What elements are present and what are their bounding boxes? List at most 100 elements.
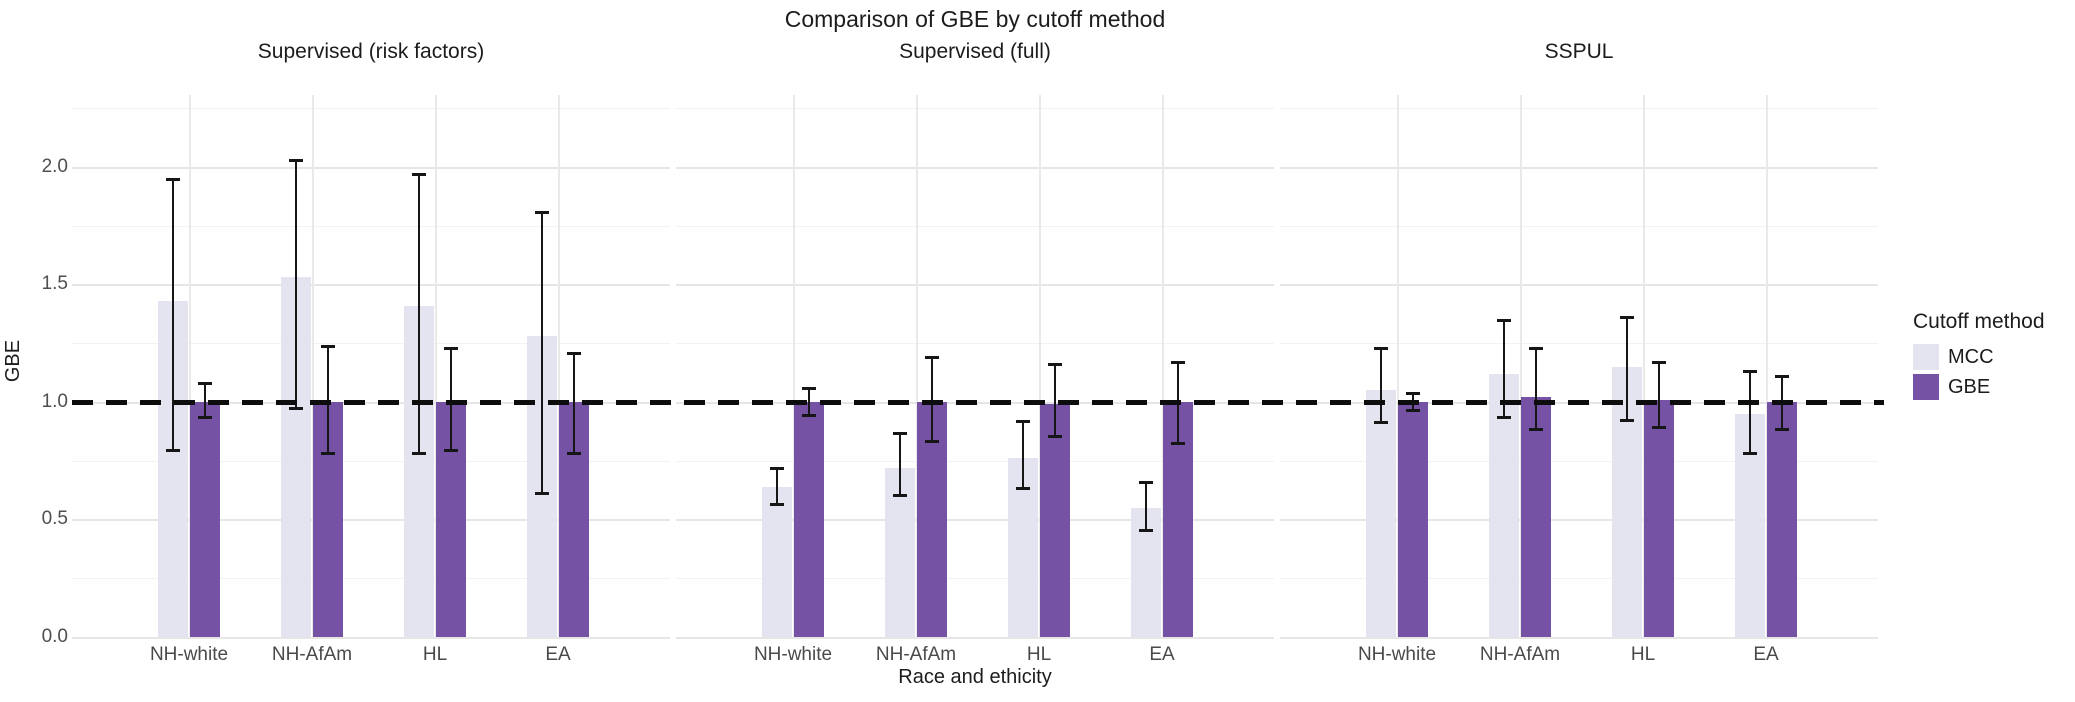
- vertical-gridline: [435, 95, 437, 637]
- error-bar-cap-top: [1374, 346, 1388, 350]
- error-bar-cap-top: [1016, 419, 1030, 423]
- error-bar-cap-top: [1048, 363, 1062, 367]
- legend: Cutoff method MCC GBE: [1913, 310, 2045, 404]
- vertical-gridline: [189, 95, 191, 637]
- major-gridline: [1280, 519, 1878, 522]
- vertical-gridline: [1397, 95, 1399, 637]
- category-label: HL: [1630, 644, 1656, 665]
- minor-gridline: [72, 460, 670, 462]
- error-bar-cap-top: [1743, 370, 1757, 374]
- error-bar-line: [899, 432, 901, 496]
- minor-gridline: [676, 108, 1274, 110]
- error-bar-line: [450, 347, 452, 452]
- category-label: NH-white: [753, 644, 833, 665]
- minor-gridline: [72, 578, 670, 580]
- error-bar-line: [1022, 420, 1024, 489]
- panel-plot: [1280, 95, 1878, 639]
- panel-title: SSPUL: [1544, 40, 1614, 63]
- y-tick-label: 1.0: [41, 390, 68, 412]
- error-bar-line: [172, 178, 174, 452]
- vertical-gridline: [1039, 95, 1041, 637]
- vertical-gridline: [1162, 95, 1164, 637]
- error-bar-cap-top: [289, 158, 303, 162]
- vertical-gridline: [312, 95, 314, 637]
- error-bar-cap-bottom: [1529, 428, 1543, 432]
- category-label: NH-AfAm: [271, 644, 353, 665]
- category-label: HL: [422, 644, 448, 665]
- panel-plot: [676, 95, 1274, 639]
- error-bar-cap-bottom: [1048, 435, 1062, 439]
- error-bar-cap-bottom: [770, 503, 784, 507]
- error-bar-cap-top: [444, 346, 458, 350]
- minor-gridline: [1280, 578, 1878, 580]
- major-gridline: [676, 166, 1274, 169]
- error-bar-cap-top: [893, 431, 907, 435]
- x-axis-title: Race and ethicity: [898, 666, 1052, 688]
- error-bar-cap-top: [1529, 346, 1543, 350]
- vertical-gridline: [793, 95, 795, 637]
- error-bar-line: [541, 211, 543, 494]
- error-bar-cap-bottom: [1406, 409, 1420, 413]
- error-bar-cap-bottom: [1743, 451, 1757, 455]
- error-bar-line: [1503, 319, 1505, 419]
- y-tick-label: 1.5: [41, 273, 68, 295]
- error-bar-cap-top: [1406, 391, 1420, 395]
- error-bar-cap-bottom: [1374, 421, 1388, 425]
- major-gridline: [676, 284, 1274, 287]
- major-gridline: [676, 519, 1274, 522]
- major-gridline: [1280, 284, 1878, 287]
- category-label: NH-AfAm: [875, 644, 957, 665]
- legend-item-mcc: MCC: [1913, 344, 2045, 370]
- vertical-gridline: [1520, 95, 1522, 637]
- error-bar-cap-top: [1620, 316, 1634, 320]
- bar-mcc: [1366, 390, 1396, 637]
- bar-gbe: [794, 401, 824, 637]
- error-bar-cap-top: [535, 210, 549, 214]
- major-gridline: [72, 284, 670, 287]
- category-label: HL: [1026, 644, 1052, 665]
- error-bar-cap-bottom: [1016, 486, 1030, 490]
- error-bar-cap-top: [1775, 375, 1789, 379]
- minor-gridline: [676, 460, 1274, 462]
- category-label: NH-white: [1357, 644, 1437, 665]
- error-bar-cap-bottom: [198, 416, 212, 420]
- major-gridline: [72, 166, 670, 169]
- category-label: NH-white: [149, 644, 229, 665]
- minor-gridline: [1280, 225, 1878, 227]
- panel-title: Supervised (risk factors): [257, 40, 485, 63]
- error-bar-line: [1749, 371, 1751, 454]
- error-bar-cap-bottom: [1652, 425, 1666, 429]
- error-bar-cap-bottom: [166, 449, 180, 453]
- minor-gridline: [72, 343, 670, 345]
- minor-gridline: [72, 225, 670, 227]
- legend-title: Cutoff method: [1913, 310, 2045, 333]
- error-bar-cap-top: [802, 386, 816, 390]
- chart-title: Comparison of GBE by cutoff method: [784, 6, 1166, 32]
- minor-gridline: [676, 343, 1274, 345]
- error-bar-line: [295, 159, 297, 409]
- minor-gridline: [1280, 460, 1878, 462]
- error-bar-cap-top: [166, 177, 180, 181]
- minor-gridline: [676, 225, 1274, 227]
- error-bar-cap-bottom: [567, 451, 581, 455]
- error-bar-line: [931, 357, 933, 442]
- error-bar-cap-top: [770, 466, 784, 470]
- major-gridline: [1280, 637, 1878, 639]
- mcc-swatch-icon: [1913, 344, 1939, 370]
- y-tick-label: 0.0: [41, 626, 68, 647]
- minor-gridline: [1280, 343, 1878, 345]
- bar-gbe: [1521, 397, 1551, 637]
- category-label: EA: [1149, 644, 1175, 665]
- error-bar-cap-bottom: [289, 407, 303, 410]
- error-bar-line: [776, 467, 778, 506]
- vertical-gridline: [1766, 95, 1768, 637]
- error-bar-line: [418, 173, 420, 454]
- error-bar-cap-top: [1652, 361, 1666, 364]
- bar-gbe: [1398, 401, 1428, 637]
- legend-item-gbe: GBE: [1913, 374, 2045, 400]
- error-bar-cap-bottom: [1497, 416, 1511, 420]
- error-bar-line: [1658, 362, 1660, 428]
- error-bar-cap-bottom: [1620, 418, 1634, 422]
- category-label: EA: [545, 644, 571, 665]
